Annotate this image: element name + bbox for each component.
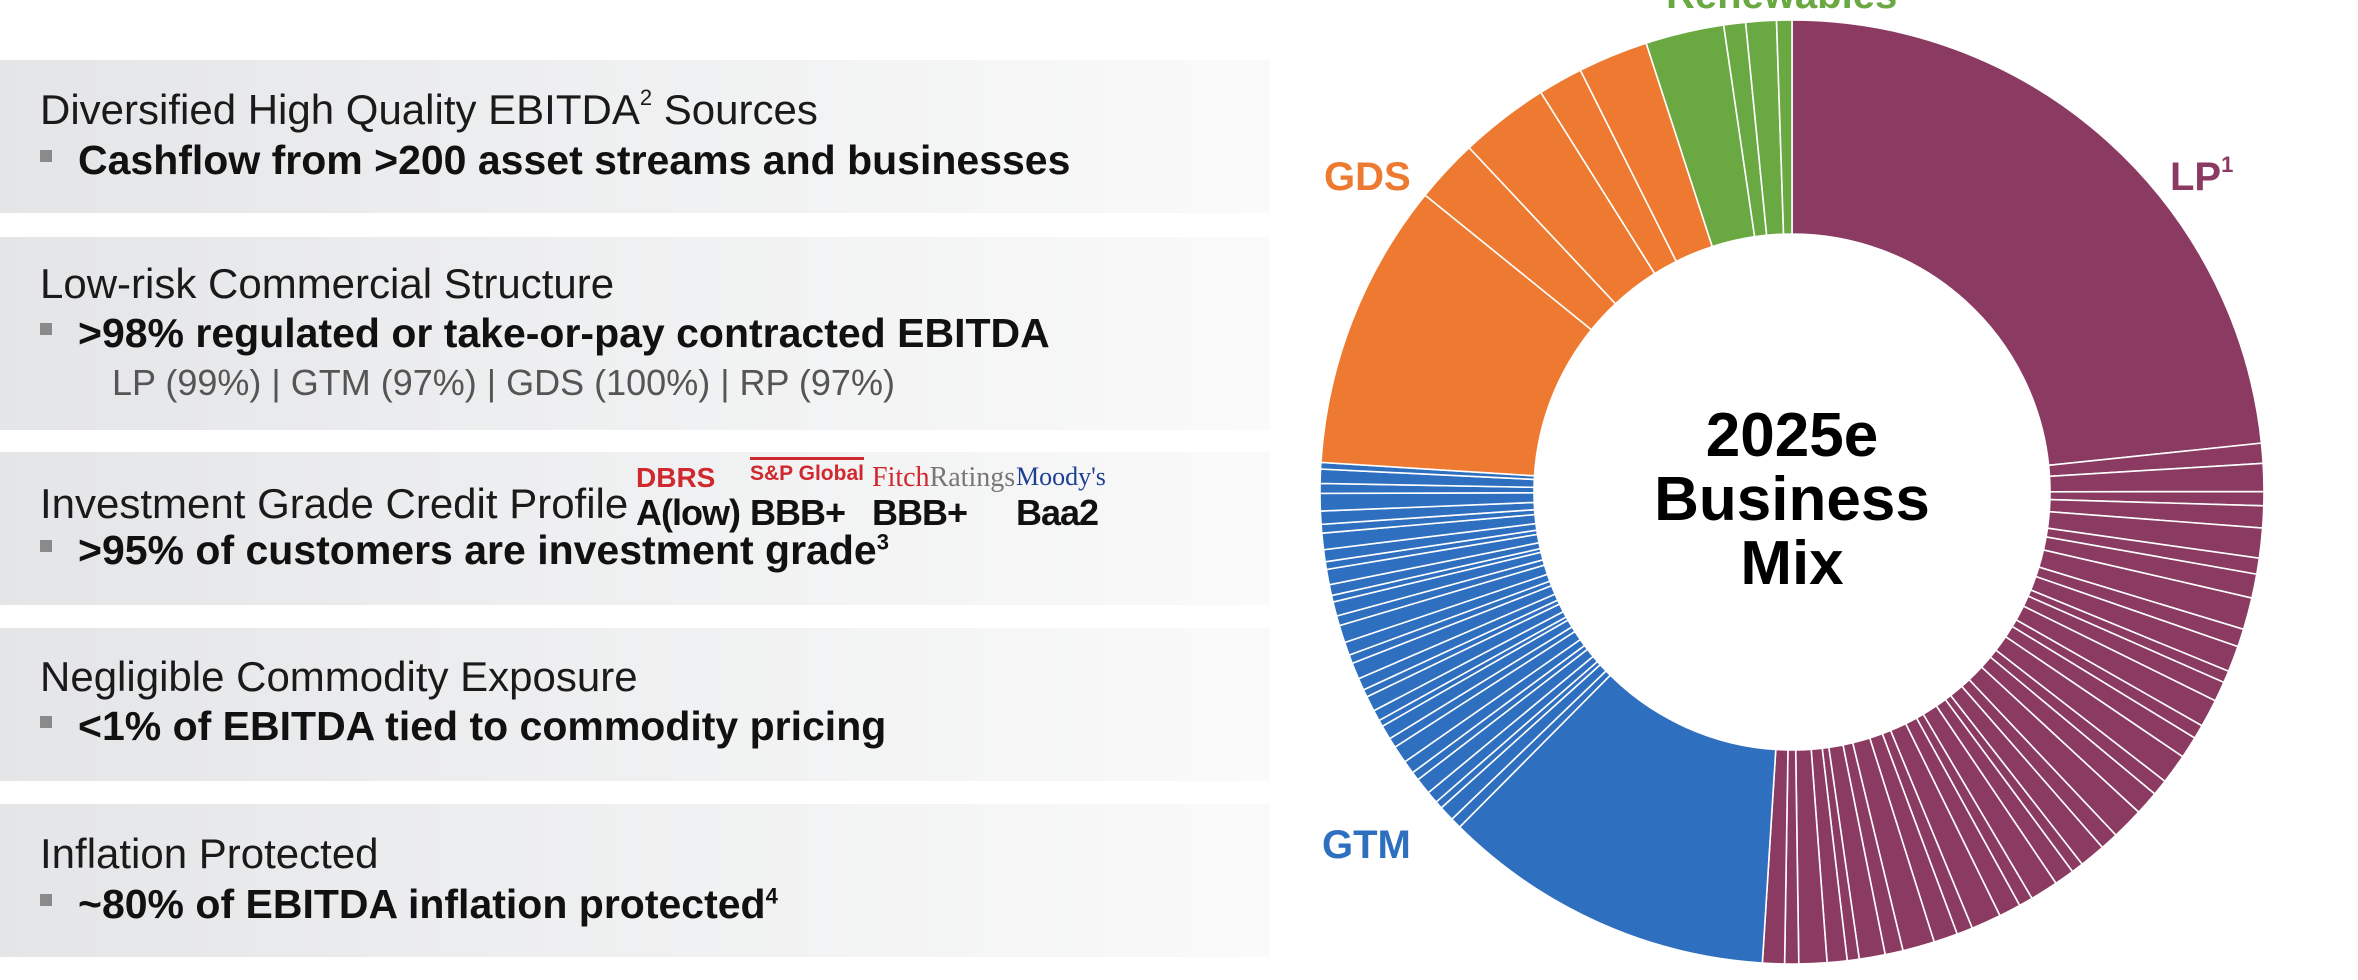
panel-title: Investment Grade Credit Profile [40, 480, 628, 528]
bullet-row: ~80% of EBITDA inflation protected4 [40, 881, 778, 928]
segment-label-gds: GDS [1324, 155, 1411, 199]
panel-title-suffix: Sources [652, 86, 818, 133]
slice-gds-1 [1320, 193, 1593, 477]
panel-title: Diversified High Quality EBITDA2 Sources [40, 85, 818, 134]
panel-title: Negligible Commodity Exposure [40, 653, 638, 701]
panel-credit-profile: Investment Grade Credit Profile >95% of … [0, 452, 1270, 605]
panel-inflation-protected: Inflation Protected ~80% of EBITDA infla… [0, 804, 1270, 957]
center-line-mix: Mix [1740, 529, 1844, 598]
donut-slices [1319, 19, 2265, 965]
rating-grade: BBB+ [872, 492, 968, 533]
footnote-marker: 2 [639, 85, 653, 110]
bullet-text: ~80% of EBITDA inflation protected [78, 881, 766, 927]
center-line-business: Business [1654, 465, 1930, 534]
rating-grade: A(low) [636, 492, 741, 533]
moodys-logo: Moody's [1016, 462, 1106, 491]
fitch-ratings-logo: FitchRatings [872, 462, 1016, 493]
panel-diversified: Diversified High Quality EBITDA2 Sources… [0, 60, 1270, 213]
rating-dbrs: DBRS A(low) [636, 462, 741, 534]
panel-title-text: Low-risk Commercial Structure [40, 260, 615, 307]
panel-title: Inflation Protected [40, 830, 379, 878]
bullet-text: <1% of EBITDA tied to commodity pricing [78, 703, 887, 749]
rating-fitch: FitchRatings BBB+ [872, 462, 1015, 534]
panel-title-text: Diversified High Quality EBITDA [40, 86, 640, 133]
fitch-logo-main: Fitch [872, 462, 930, 493]
segment-label-gtm: GTM [1322, 823, 1411, 867]
rating-moodys: Moody's Baa2 [1016, 462, 1106, 534]
bullet-row: >98% regulated or take-or-pay contracted… [40, 310, 1050, 357]
panel-title-text: Inflation Protected [40, 830, 379, 877]
slice-lp-1 [1791, 19, 2263, 467]
bullet-text: >98% regulated or take-or-pay contracted… [78, 310, 1050, 356]
sp-logo-wrap: S&P Global [750, 457, 864, 492]
sp-global-logo: S&P Global [750, 457, 864, 485]
bullet-row: >95% of customers are investment grade3 [40, 527, 889, 574]
segment-label-renewables: Renewables [1666, 0, 1897, 17]
segment-label-lp: LP1 [2170, 152, 2233, 199]
segment-labels: LP1 GTM GDS Renewables [1322, 0, 2233, 867]
bullet-square-icon [40, 323, 52, 335]
panel-title: Low-risk Commercial Structure [40, 260, 614, 308]
donut-center-label: 2025e Business Mix [1654, 401, 1930, 598]
footnote-marker: 4 [765, 883, 778, 909]
business-mix-donut-chart: 2025e Business Mix LP1 GTM GDS Renewable… [1319, 0, 2265, 965]
panel-title-text: Investment Grade Credit Profile [40, 480, 629, 527]
panel-title-text: Negligible Commodity Exposure [40, 653, 638, 700]
center-line-year: 2025e [1706, 401, 1878, 470]
bullet-text: >95% of customers are investment grade [78, 527, 877, 573]
fitch-logo-rest: Ratings [929, 462, 1016, 493]
bullet-text: Cashflow from >200 asset streams and bus… [78, 137, 1071, 183]
slice-renewables-4 [1775, 19, 1793, 235]
slice-gtm-1 [1458, 674, 1777, 964]
rating-grade: BBB+ [750, 492, 846, 533]
bullet-square-icon [40, 894, 52, 906]
footnote-marker: 3 [876, 529, 889, 555]
panel-commodity-exposure: Negligible Commodity Exposure <1% of EBI… [0, 628, 1270, 781]
rating-grade: Baa2 [1016, 492, 1099, 533]
dbrs-logo: DBRS [636, 462, 716, 493]
segment-contract-breakdown: LP (99%) | GTM (97%) | GDS (100%) | RP (… [112, 362, 895, 403]
panel-commercial-structure: Low-risk Commercial Structure >98% regul… [0, 237, 1270, 430]
rating-sp: S&P Global BBB+ [750, 457, 864, 534]
bullet-row: Cashflow from >200 asset streams and bus… [40, 137, 1070, 184]
bullet-square-icon [40, 540, 52, 552]
bullet-row: <1% of EBITDA tied to commodity pricing [40, 703, 886, 750]
bullet-square-icon [40, 716, 52, 728]
bullet-square-icon [40, 150, 52, 162]
